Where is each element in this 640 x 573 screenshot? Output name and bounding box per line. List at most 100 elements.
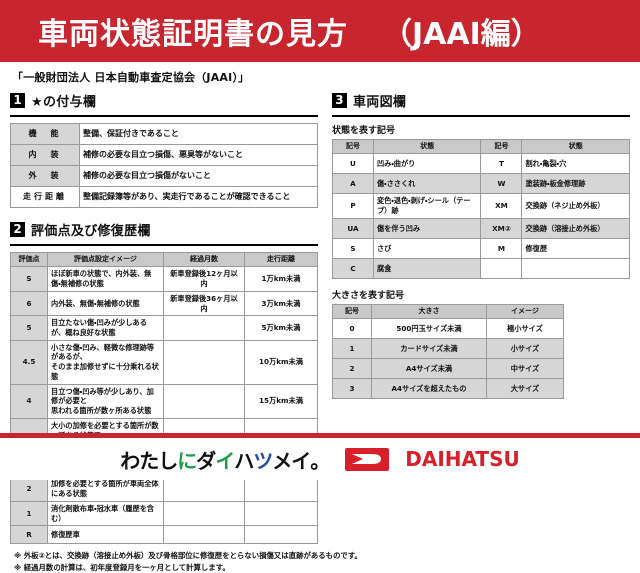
column-header: 記号 [480,138,523,155]
column-header: 評価点 [10,251,48,268]
footnote-item: ※ 外板②とは、交換跡（溶接止め外板）及び骨格部位に修復歴をとらない損傷又は直跡… [14,551,362,561]
section-title: 評価点及び修復歴欄 [31,224,151,239]
mileage-cell: 1万km未満 [243,266,318,292]
condition-caption: 状態を表す記号 [331,126,395,136]
tagline-char: ツ [253,448,273,473]
size-cell: A4サイズ未満 [370,358,487,380]
section-title: 車両図欄 [352,95,407,110]
tagline-char: イ [291,448,311,473]
section-heading-diagram: 3 車両図欄 [331,91,630,110]
column-header: 記号 [331,303,372,320]
description-cell [521,257,630,279]
table-row: 3 A4サイズを超えたもの 大サイズ [331,378,564,400]
table-row: 5 目立たない傷・凹みが少しあるが、概ね良好な状態 5万km未満 [10,315,318,341]
size-image-cell: 極小サイズ [485,318,564,340]
symbol-cell: U [331,153,374,175]
description-cell: 傷・ささくれ [372,173,482,195]
size-cell: 500円玉サイズ未満 [370,318,487,340]
mileage-cell: 5万km未満 [243,315,318,341]
symbol-cell: XM② [480,217,523,239]
description-cell: 割れ・亀裂・穴 [521,153,630,175]
table-row: 1 消化剤散布車・冠水車（履歴を含む） [10,500,318,527]
brand-name: DAIHATSU [405,447,520,471]
table-row: A 傷・ささくれ W 塗装跡・板金修理跡 [331,173,630,195]
section-rule [331,115,630,117]
symbol-cell: A [331,173,374,195]
section-rule [10,115,318,117]
score-cell: 4.5 [10,339,48,385]
tagline-char: イ [215,448,235,473]
table-row: 走行距離 整備記録簿等があり、実走行であることが確認できること [10,186,318,208]
score-cell: 5 [10,315,48,341]
symbol-cell: W [480,173,523,195]
section-heading-evaluation: 2 評価点及び修復歴欄 [10,220,318,239]
size-caption: 大きさを表す記号 [331,290,404,301]
column-header: 記号 [331,138,374,155]
table-row: 1 カードサイズ未満 小サイズ [331,338,564,360]
size-image-cell: 小サイズ [485,338,564,360]
description-cell: 腐食 [372,257,482,279]
table-row: UA 傷を伴う凹み XM② 交換跡（溶接止め外板） [331,217,630,239]
mileage-cell: 10万km未満 [243,339,318,385]
table-row: U 凹み・曲がり T 割れ・亀裂・穴 [331,153,630,175]
tagline-char: し [158,448,178,473]
size-image-cell: 大サイズ [485,378,564,400]
star-table: 機 能 整備、保証付きであること 内 装 補修の必要な目立つ損傷、悪臭等がないこ… [10,123,318,208]
column-header: 状態 [372,138,482,155]
score-cell: 1 [10,500,48,527]
symbol-cell: UA [331,217,374,239]
right-column: 3 車両図欄 状態を表す記号 記号 状態 記号 状態 U 凹み [331,89,630,544]
table-row: 4 目立つ傷・凹み等が少しあり、加修が必要と 思われる箇所が数ヶ所ある状態 15… [10,383,318,419]
table-row: S ほぼ新車の状態で、内外装、無傷・無補修の状態 新車登録後12ヶ月以内 1万k… [10,266,318,292]
column-header: 経過月数 [162,251,245,268]
condition-symbol-table: 記号 状態 記号 状態 U 凹み・曲がり T 割れ・亀裂・穴 A [331,138,630,279]
score-cell: 6 [10,290,48,317]
row-label: 外 装 [10,165,80,187]
months-cell [162,339,245,385]
row-text: 整備、保証付きであること [79,123,318,145]
description-cell: 修復歴 [521,237,630,259]
symbol-cell: P [331,193,374,219]
section-number-badge: 2 [10,222,25,237]
size-symbol-table: 記号 大きさ イメージ 0 500円玉サイズ未満 極小サイズ 1 カードサイズ未… [331,303,564,400]
symbol-cell: 1 [331,338,372,360]
brand-tagline: わたしにダイハツメイ。 [120,445,330,474]
table-row: P 変色・退色・剥げ・シール（テープ）跡 XM 交換跡（ネジ止め外板） [331,193,630,219]
description-cell: 塗装跡・板金修理跡 [521,173,630,195]
symbol-cell: 0 [331,318,372,340]
symbol-cell: T [480,153,523,175]
image-cell: 加修を必要とする箇所が車両全体にある状態 [47,476,164,502]
tagline-char: 。 [310,448,330,473]
table-row: 2 加修を必要とする箇所が車両全体にある状態 [10,476,318,502]
image-cell: 目立たない傷・凹みが少しあるが、概ね良好な状態 [47,315,164,341]
image-cell: 目立つ傷・凹み等が少しあり、加修が必要と 思われる箇所が数ヶ所ある状態 [47,383,164,419]
table-row: 0 500円玉サイズ未満 極小サイズ [331,318,564,340]
table-row: 4.5 小さな傷・凹み、軽微な修理跡等があるが、 そのまま加修せずに十分乗れる状… [10,339,318,385]
mileage-cell: 3万km未満 [243,290,318,317]
daihatsu-logo-icon [345,447,390,471]
months-cell [162,315,245,341]
description-cell: 変色・退色・剥げ・シール（テープ）跡 [372,193,482,219]
tagline-char: た [139,448,159,473]
mileage-cell: 15万km未満 [243,383,318,419]
table-header-row: 記号 大きさ イメージ [331,303,564,320]
size-image-cell: 中サイズ [485,358,564,380]
row-label: 機 能 [10,123,80,145]
symbol-cell: S [331,237,374,259]
page-title: 車両状態証明書の見方 [38,17,348,52]
months-cell [162,500,245,527]
organization-line: 「一般財団法人 日本自動車査定協会（JAAI）」 [12,71,250,84]
description-cell: さび [372,237,482,259]
months-cell [162,525,245,545]
section-heading-star: 1 ★の付与欄 [10,91,318,110]
symbol-cell: C [331,257,374,279]
row-text: 整備記録簿等があり、実走行であることが確認できること [79,186,318,208]
tagline-char: メ [272,448,292,473]
column-header: 走行距離 [243,251,318,268]
table-row: 機 能 整備、保証付きであること [10,123,318,145]
row-label: 走行距離 [10,186,80,208]
size-cell: カードサイズ未満 [370,338,487,360]
symbol-cell: M [480,237,523,259]
symbol-cell: 2 [331,358,372,380]
row-label: 内 装 [10,144,80,166]
